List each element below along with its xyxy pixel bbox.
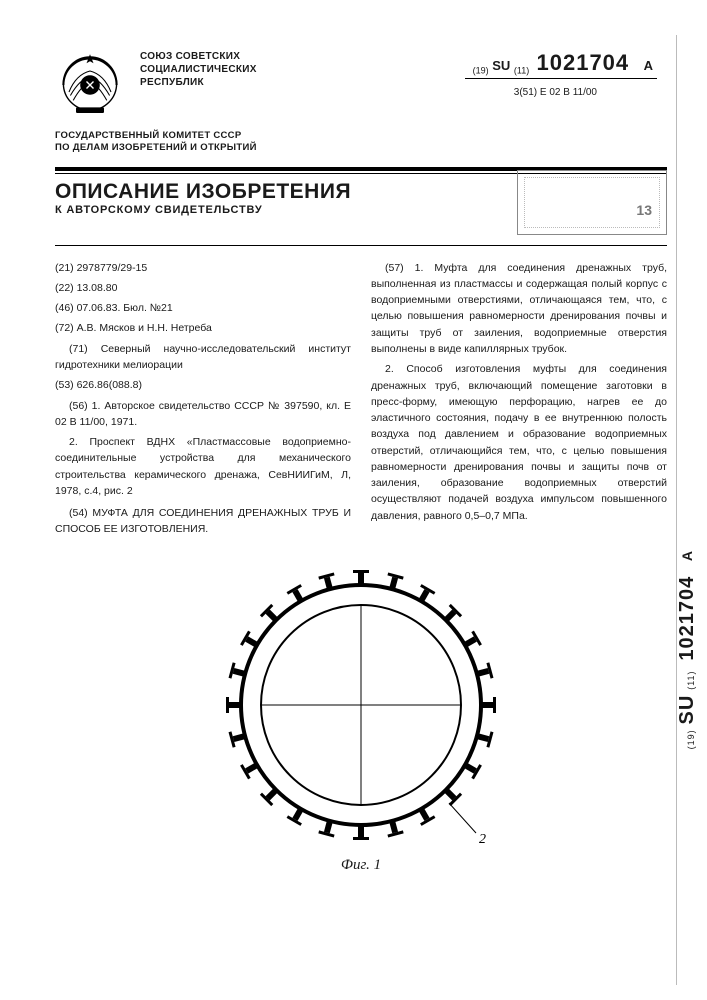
field-21: (21) 2978779/29-15 bbox=[55, 260, 351, 276]
title-bar: ОПИСАНИЕ ИЗОБРЕТЕНИЯ К АВТОРСКОМУ СВИДЕТ… bbox=[55, 180, 667, 235]
svg-text:2: 2 bbox=[479, 832, 486, 847]
side-label: (19) SU (11) 1021704 A bbox=[676, 550, 699, 749]
field-56-1: (56) 1. Авторское свидетельство СССР № 3… bbox=[55, 398, 351, 431]
title-sub: К АВТОРСКОМУ СВИДЕТЕЛЬСТВУ bbox=[55, 204, 351, 216]
field-53: (53) 626.86(088.8) bbox=[55, 377, 351, 393]
field-22: (22) 13.08.80 bbox=[55, 280, 351, 296]
kind-code: A bbox=[644, 58, 653, 73]
header: СОЮЗ СОВЕТСКИХ СОЦИАЛИСТИЧЕСКИХ РЕСПУБЛИ… bbox=[55, 50, 667, 120]
committee-line: ПО ДЕЛАМ ИЗОБРЕТЕНИЙ И ОТКРЫТИЙ bbox=[55, 142, 667, 154]
claim-1: (57) 1. Муфта для соединения дренажных т… bbox=[371, 260, 667, 358]
committee: ГОСУДАРСТВЕННЫЙ КОМИТЕТ СССР ПО ДЕЛАМ ИЗ… bbox=[55, 130, 667, 155]
divider-thin bbox=[55, 245, 667, 246]
claim-2: 2. Способ изготовления муфты для соедине… bbox=[371, 361, 667, 524]
union-text: СОЮЗ СОВЕТСКИХ СОЦИАЛИСТИЧЕСКИХ РЕСПУБЛИ… bbox=[140, 50, 257, 89]
field-11: (11) bbox=[514, 66, 529, 76]
classification: 3(51) E 02 B 11/00 bbox=[465, 87, 657, 98]
field-72: (72) А.В. Мясков и Н.Н. Нетреба bbox=[55, 320, 351, 336]
left-column: (21) 2978779/29-15 (22) 13.08.80 (46) 07… bbox=[55, 260, 351, 542]
stamp-text bbox=[527, 184, 657, 195]
class-prefix: 3(51) bbox=[514, 87, 537, 98]
side-kind: A bbox=[679, 550, 695, 561]
header-right: СОЮЗ СОВЕТСКИХ СОЦИАЛИСТИЧЕСКИХ РЕСПУБЛИ… bbox=[140, 50, 667, 120]
union-line: СОЦИАЛИСТИЧЕСКИХ bbox=[140, 63, 257, 76]
body-columns: (21) 2978779/29-15 (22) 13.08.80 (46) 07… bbox=[55, 260, 667, 542]
field-56-2: 2. Проспект ВДНХ «Пластмассовые водоприе… bbox=[55, 434, 351, 499]
union-line: СОЮЗ СОВЕТСКИХ bbox=[140, 50, 257, 63]
stamp-number: 13 bbox=[636, 201, 652, 221]
class-code: E 02 B 11/00 bbox=[540, 87, 597, 98]
doc-number: 1021704 bbox=[537, 50, 630, 75]
union-line: РЕСПУБЛИК bbox=[140, 76, 257, 89]
right-column: (57) 1. Муфта для соединения дренажных т… bbox=[371, 260, 667, 542]
field-54: (54) МУФТА ДЛЯ СОЕДИНЕНИЯ ДРЕНАЖНЫХ ТРУБ… bbox=[55, 505, 351, 538]
side-country: SU bbox=[676, 695, 698, 725]
field-46: (46) 07.06.83. Бюл. №21 bbox=[55, 300, 351, 316]
side-number: 1021704 bbox=[676, 576, 698, 661]
country-code: SU bbox=[492, 58, 510, 73]
title-main: ОПИСАНИЕ ИЗОБРЕТЕНИЯ bbox=[55, 180, 351, 204]
doc-number-block: (19) SU (11) 1021704 A 3(51) E 02 B 11/0… bbox=[465, 50, 657, 98]
committee-line: ГОСУДАРСТВЕННЫЙ КОМИТЕТ СССР bbox=[55, 130, 667, 142]
state-emblem bbox=[55, 50, 125, 120]
field-71: (71) Северный научно-исследовательский и… bbox=[55, 341, 351, 374]
figure-diagram: 2 bbox=[211, 560, 511, 850]
side-19: (19) bbox=[686, 729, 696, 749]
document-page: СОЮЗ СОВЕТСКИХ СОЦИАЛИСТИЧЕСКИХ РЕСПУБЛИ… bbox=[0, 0, 707, 1000]
field-19: (19) bbox=[473, 66, 489, 76]
figure-area: 2 Фиг. 1 bbox=[55, 560, 667, 874]
title-block: ОПИСАНИЕ ИЗОБРЕТЕНИЯ К АВТОРСКОМУ СВИДЕТ… bbox=[55, 180, 351, 216]
figure-caption: Фиг. 1 bbox=[55, 857, 667, 874]
side-11: (11) bbox=[686, 670, 696, 689]
stamp-box: 13 bbox=[517, 170, 667, 235]
